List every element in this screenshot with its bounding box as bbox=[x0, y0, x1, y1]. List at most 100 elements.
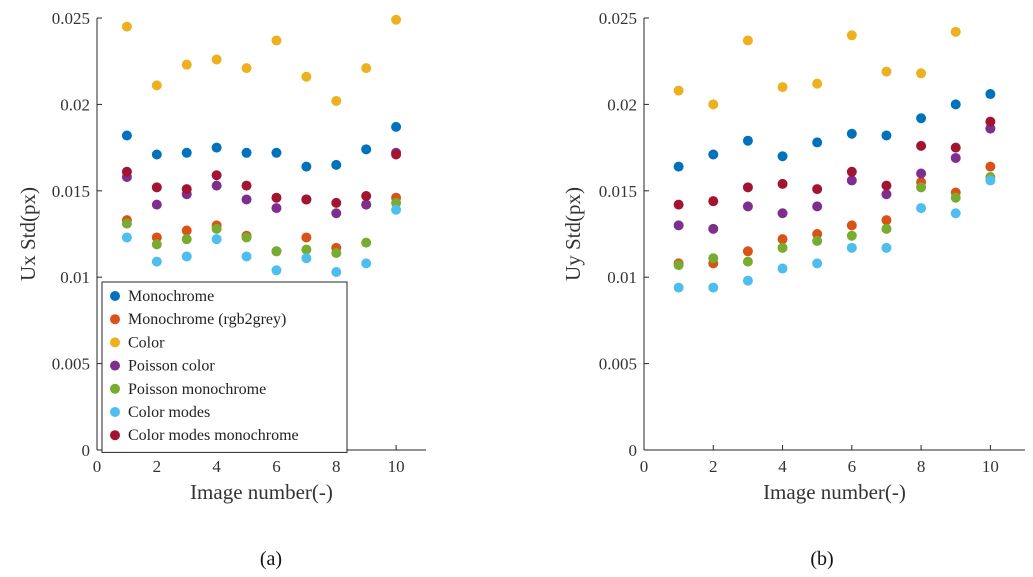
data-point bbox=[391, 149, 402, 160]
legend-marker bbox=[110, 314, 120, 325]
y-tick-label: 0.025 bbox=[52, 9, 90, 28]
x-tick-label: 4 bbox=[212, 457, 221, 476]
y-tick-label: 0.02 bbox=[60, 95, 90, 114]
data-point bbox=[846, 166, 857, 177]
legend-marker bbox=[110, 337, 120, 348]
data-point bbox=[241, 194, 252, 205]
data-point bbox=[301, 244, 312, 255]
data-point bbox=[361, 199, 372, 210]
data-point bbox=[301, 71, 312, 82]
legend-marker bbox=[110, 407, 120, 417]
y-axis-label: Ux Std(px) bbox=[16, 187, 40, 281]
data-point bbox=[211, 234, 222, 245]
y-tick-label: 0.015 bbox=[599, 182, 637, 201]
data-point bbox=[881, 223, 892, 234]
data-point bbox=[742, 201, 753, 212]
data-point bbox=[916, 140, 927, 151]
legend-entry: Color modes bbox=[128, 404, 210, 421]
data-point bbox=[985, 116, 996, 127]
data-point bbox=[846, 230, 857, 241]
data-point bbox=[742, 275, 753, 286]
data-point bbox=[301, 194, 312, 205]
series-2 bbox=[121, 192, 402, 257]
data-point bbox=[151, 239, 162, 250]
data-point bbox=[151, 182, 162, 193]
data-point bbox=[708, 149, 719, 160]
x-tick-label: 6 bbox=[272, 457, 281, 476]
data-point bbox=[985, 175, 996, 186]
data-point bbox=[361, 63, 372, 74]
data-point bbox=[742, 35, 753, 46]
data-point bbox=[673, 161, 684, 172]
data-point bbox=[985, 161, 996, 172]
data-point bbox=[271, 203, 282, 214]
legend: Monochrome Monochrome (rgb2grey) Color Pois… bbox=[101, 281, 348, 453]
legend-marker bbox=[110, 430, 120, 441]
x-tick-label: 8 bbox=[917, 457, 926, 476]
y-tick-label: 0.015 bbox=[52, 182, 90, 201]
legend-entry: Poisson monochrome bbox=[128, 381, 266, 398]
data-point bbox=[916, 182, 927, 193]
data-point bbox=[742, 246, 753, 257]
x-tick-label: 10 bbox=[982, 457, 999, 476]
panel-label: (a) bbox=[260, 548, 282, 570]
y-tick-label: 0.01 bbox=[607, 268, 637, 287]
data-point bbox=[846, 30, 857, 41]
y-tick-label: 0 bbox=[629, 441, 638, 460]
series-3 bbox=[121, 14, 402, 106]
data-point bbox=[916, 113, 927, 124]
data-point bbox=[812, 137, 823, 148]
legend-entry: Monochrome (rgb2grey) bbox=[128, 311, 286, 328]
legend-marker bbox=[110, 360, 120, 371]
data-point bbox=[241, 251, 252, 262]
data-point bbox=[985, 123, 996, 134]
data-point bbox=[121, 21, 132, 32]
data-point bbox=[916, 168, 927, 179]
data-point bbox=[708, 223, 719, 234]
legend-entry: Color modes monochrome bbox=[128, 427, 299, 444]
data-point bbox=[916, 203, 927, 214]
data-point bbox=[301, 161, 312, 172]
data-point bbox=[151, 232, 162, 243]
series-5 bbox=[121, 197, 402, 259]
legend-marker bbox=[110, 383, 120, 394]
chart-panel-1: 0 2 4 6 8 10 0 0.005 0.01 0.015 0.02 0.025 Image num… bbox=[16, 9, 426, 570]
data-point bbox=[121, 218, 132, 229]
data-point bbox=[331, 267, 342, 278]
data-point bbox=[846, 220, 857, 231]
x-tick-label: 0 bbox=[640, 457, 649, 476]
series-4 bbox=[673, 123, 996, 234]
data-point bbox=[777, 208, 788, 219]
data-point bbox=[812, 229, 823, 239]
data-point bbox=[812, 78, 823, 89]
data-point bbox=[151, 256, 162, 267]
data-point bbox=[151, 80, 162, 91]
data-point bbox=[708, 253, 719, 264]
y-tick-label: 0.01 bbox=[60, 268, 90, 287]
data-point bbox=[673, 260, 684, 271]
data-point bbox=[271, 192, 282, 203]
data-point bbox=[673, 85, 684, 96]
data-point bbox=[846, 128, 857, 139]
y-tick-label: 0.025 bbox=[599, 9, 637, 28]
data-point bbox=[950, 142, 961, 153]
data-point bbox=[361, 144, 372, 155]
data-point bbox=[950, 99, 961, 110]
x-tick-label: 0 bbox=[93, 457, 102, 476]
data-point bbox=[241, 147, 252, 158]
panel-label: (b) bbox=[810, 548, 833, 570]
data-point bbox=[241, 63, 252, 74]
data-point bbox=[181, 59, 192, 70]
data-point bbox=[211, 142, 222, 153]
data-point bbox=[881, 242, 892, 253]
data-point bbox=[742, 135, 753, 146]
data-point bbox=[950, 152, 961, 163]
data-point bbox=[271, 35, 282, 46]
x-axis-label: Image number(-) bbox=[190, 480, 333, 504]
y-tick-label: 0 bbox=[82, 441, 91, 460]
series-7 bbox=[673, 116, 996, 210]
legend-entry: Poisson color bbox=[128, 358, 215, 375]
data-point bbox=[916, 68, 927, 79]
series-5 bbox=[673, 171, 996, 271]
series-6 bbox=[121, 204, 402, 278]
